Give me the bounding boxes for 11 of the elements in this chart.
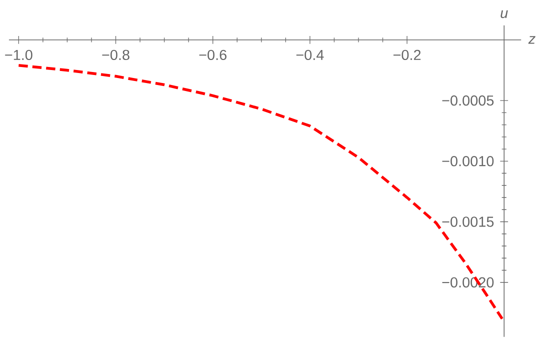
y-axis-title: u [500, 10, 508, 18]
line-series [17, 64, 504, 320]
x-tick-label: −0.2 [393, 50, 421, 60]
x-tick-label: −0.6 [199, 50, 226, 60]
y-tick-label: −0.0005 [442, 95, 494, 106]
y-tick-label: −0.0010 [442, 156, 494, 166]
x-axis-title: z [528, 36, 536, 44]
x-tick-label: −1.0 [5, 50, 32, 60]
x-tick-label: −0.8 [102, 50, 130, 60]
x-tick-label: −0.4 [296, 50, 324, 60]
y-tick-label: −0.0015 [442, 216, 494, 227]
